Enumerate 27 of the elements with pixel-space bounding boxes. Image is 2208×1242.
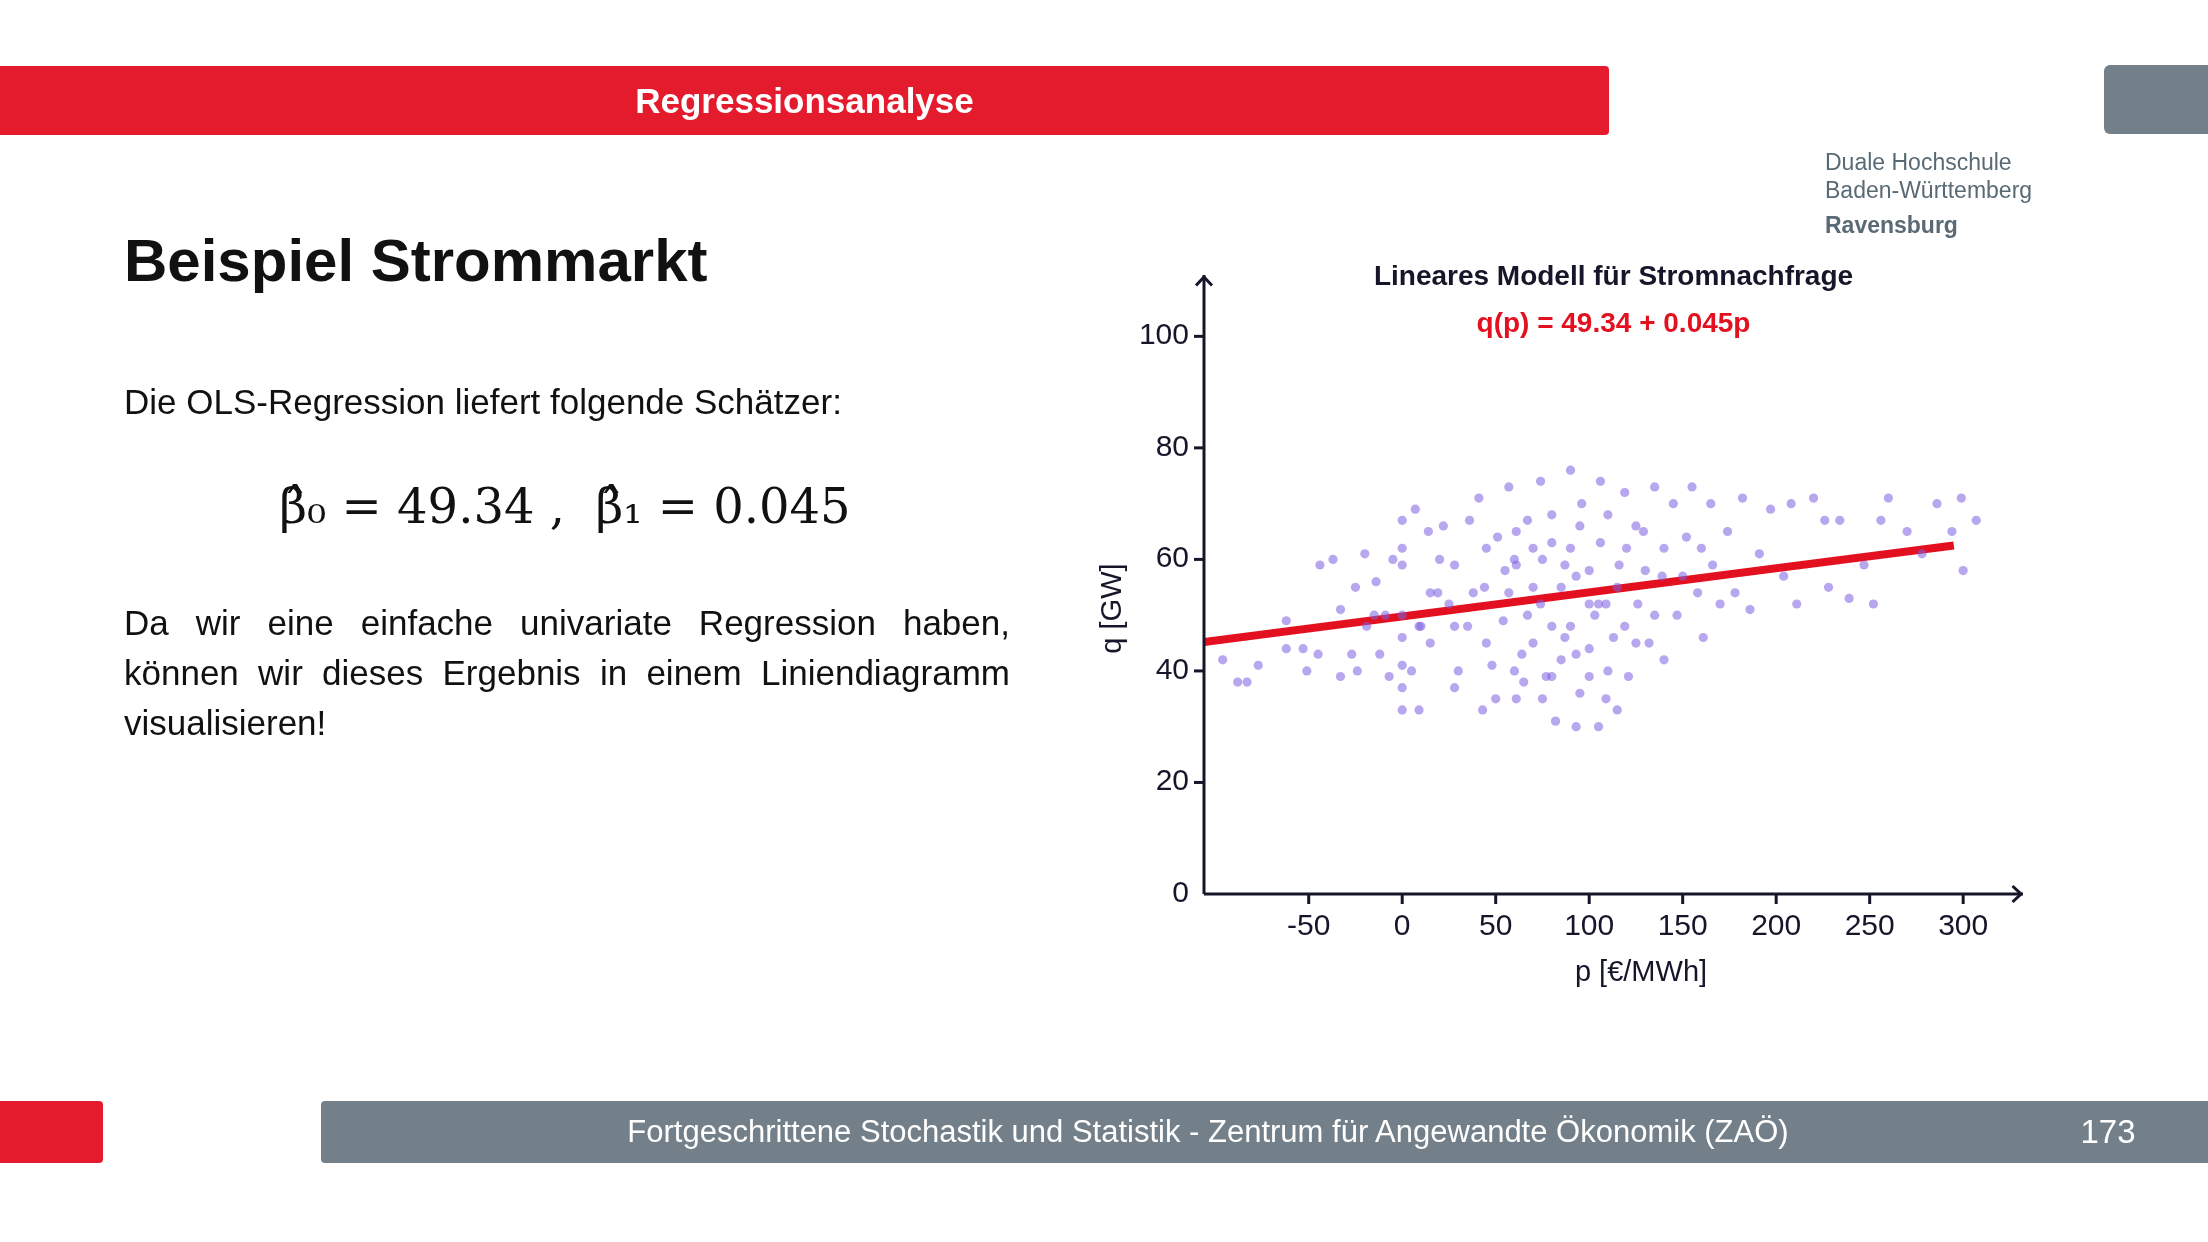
x-tick-label: 200 [1751, 907, 1802, 941]
x-tick-label: 300 [1938, 907, 1989, 941]
x-tick-label: 150 [1657, 907, 1708, 941]
x-tick-label: 50 [1479, 907, 1513, 941]
x-tick-label: 0 [1393, 907, 1411, 941]
y-tick-label: 100 [1138, 317, 1189, 351]
text: 173 [2080, 1113, 2136, 1151]
y-tick-label: 0 [1172, 874, 1189, 908]
chart-title: Lineares Modell für Stromnachfrage [1373, 260, 1854, 291]
text: Fortgeschrittene Stochastik und Statistik - Zentrum für Angewandte Ökonomik (ZAÖ) [627, 1114, 1789, 1150]
y-axis-title: q [GW] [1094, 563, 1127, 654]
text: β̂₀ = 49.34 , β̂₁ = 0.045 [279, 478, 851, 534]
x-tick-label: -50 [1287, 907, 1331, 941]
x-tick-label: 250 [1844, 907, 1895, 941]
text: Ravensburg [1825, 212, 1958, 238]
y-tick-label: 20 [1155, 763, 1189, 797]
text: q(p) = 49.34 + 0.045p [1476, 307, 1751, 338]
x-tick-label: 100 [1564, 907, 1615, 941]
y-tick-label: 40 [1155, 651, 1189, 685]
y-tick-label: 80 [1155, 428, 1189, 462]
text: Regressionsanalyse [635, 80, 974, 121]
x-axis-title: p [€/MWh] [1574, 955, 1708, 987]
text: Beispiel Strommarkt [124, 227, 708, 294]
text: Duale Hochschule Baden-Württemberg [1825, 149, 2033, 203]
y-tick-label: 60 [1155, 540, 1189, 574]
text: Da wir eine einfache univariate Regression haben, können wir dieses Ergebnis in einem Liniendiagramm visualisieren! [124, 603, 1010, 742]
text: Die OLS-Regression liefert folgende Schätzer: [124, 382, 842, 421]
